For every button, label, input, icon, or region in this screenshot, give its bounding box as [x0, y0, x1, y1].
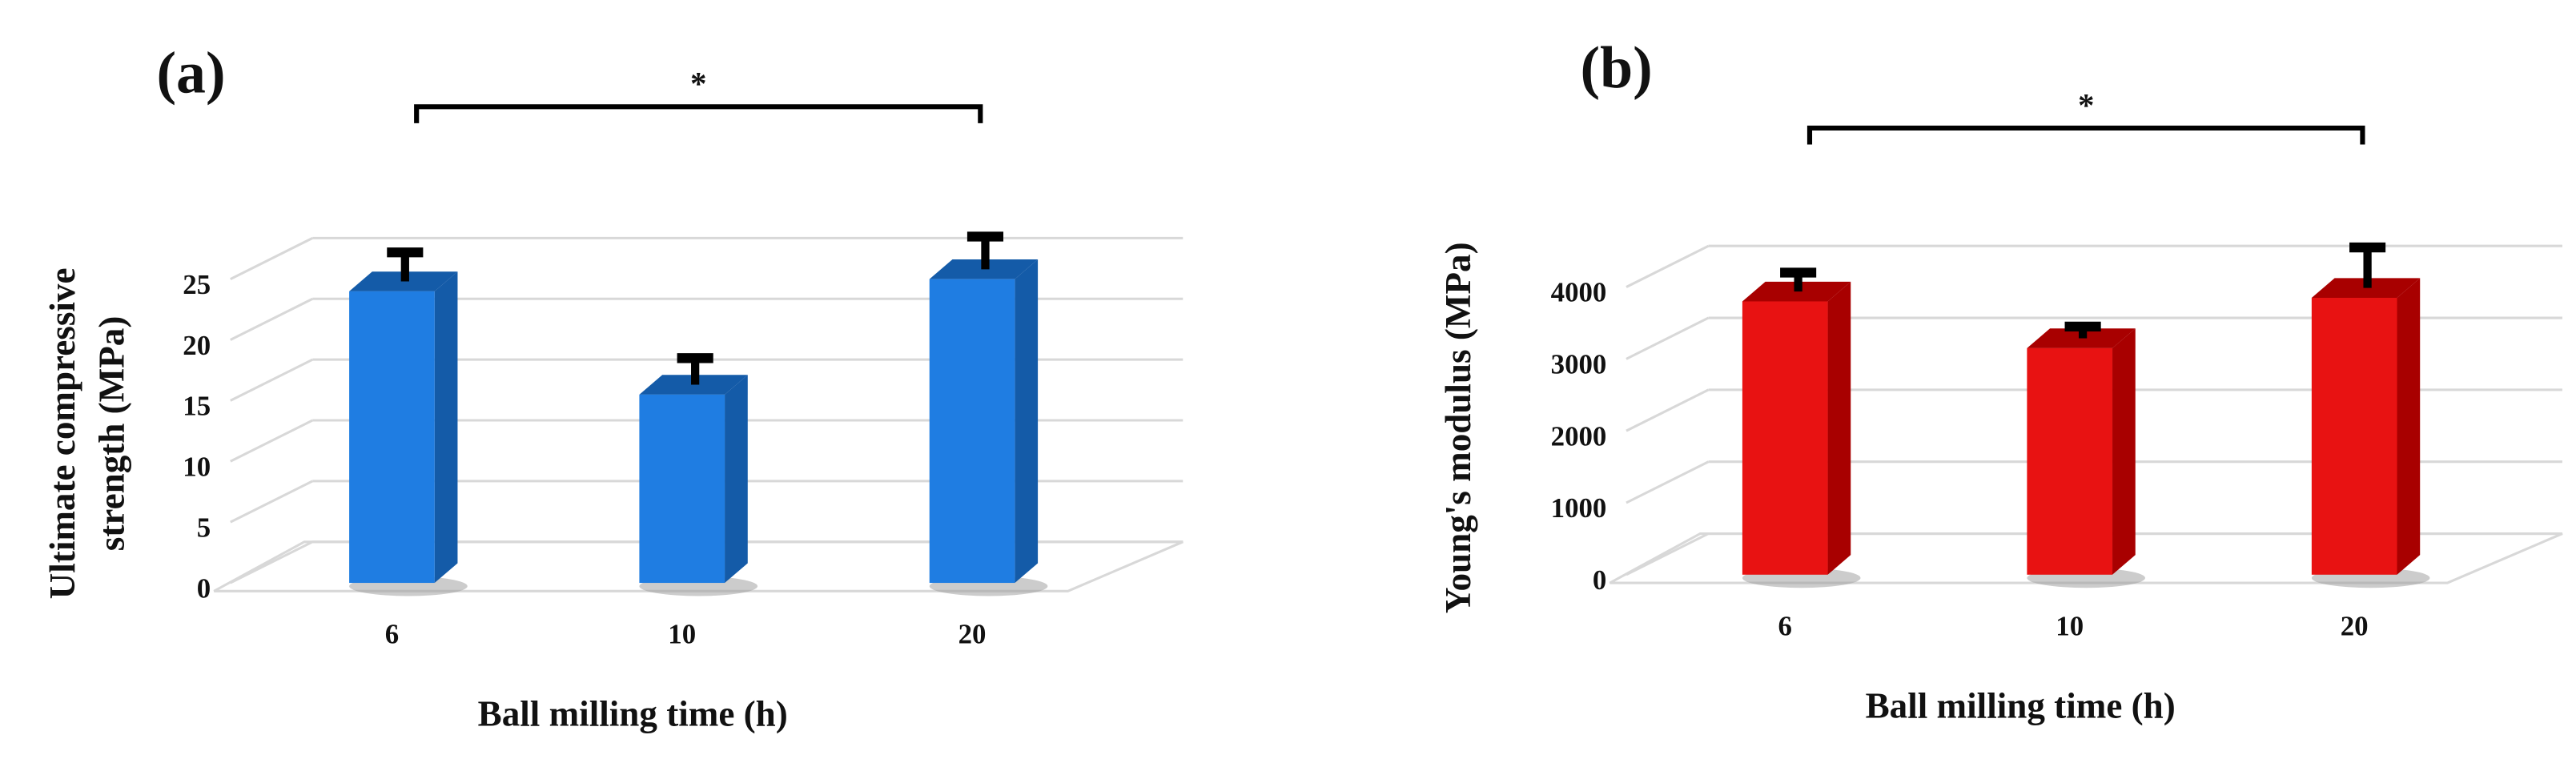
grid-line: [230, 419, 313, 463]
grid-line: [230, 236, 313, 281]
y-tick-label: 25: [183, 269, 211, 300]
grid-line: [230, 540, 313, 584]
panel-label: (a): [156, 39, 225, 105]
bar: [929, 279, 1015, 584]
panel-label: (b): [1581, 34, 1653, 100]
grid-line: [230, 480, 313, 524]
significance-bracket: [414, 104, 983, 123]
y-axis-label: Ultimate compressive: [42, 268, 82, 600]
x-tick-label: 20: [2341, 610, 2369, 641]
y-tick-label: 0: [1593, 564, 1606, 596]
significance-label: *: [690, 65, 707, 102]
y-axis-label: Young's modulus (MPa): [1438, 242, 1478, 613]
x-axis-label: Ball milling time (h): [478, 694, 788, 734]
grid-line: [1626, 460, 1710, 504]
y-tick-label: 4000: [1551, 277, 1607, 308]
bar-side: [434, 271, 458, 584]
x-tick-label: 6: [1778, 610, 1792, 641]
bar: [1742, 301, 1828, 575]
bar-side: [1827, 281, 1851, 575]
grid-line: [230, 358, 313, 402]
x-tick-label: 10: [2056, 610, 2084, 641]
grid-line: [230, 297, 313, 341]
bar-side: [2112, 328, 2136, 575]
significance-label: *: [2078, 86, 2095, 123]
x-tick-label: 6: [385, 619, 399, 650]
grid-line: [1626, 244, 1710, 288]
bar: [2027, 347, 2113, 575]
y-tick-label: 0: [197, 572, 211, 604]
grid-line: [1626, 532, 1710, 576]
bar: [2311, 297, 2397, 575]
y-tick-label: 5: [197, 512, 211, 543]
y-tick-label: 3000: [1551, 349, 1607, 380]
y-axis-label: strength (MPa): [92, 316, 132, 552]
bar-side: [1015, 259, 1039, 584]
x-axis-label: Ball milling time (h): [1866, 685, 2176, 725]
grid-line: [1626, 316, 1710, 360]
y-tick-label: 1000: [1551, 492, 1607, 524]
y-tick-label: 20: [183, 330, 211, 361]
significance-bracket: [1806, 125, 2365, 145]
bar-side: [2397, 278, 2421, 575]
grid-line: [1626, 388, 1710, 432]
y-tick-label: 15: [183, 391, 211, 422]
x-tick-label: 20: [958, 619, 987, 650]
y-tick-label: 10: [183, 452, 211, 483]
x-tick-label: 10: [668, 619, 696, 650]
bar: [349, 291, 435, 584]
bar: [639, 394, 725, 584]
bar-side: [725, 375, 748, 584]
y-tick-label: 2000: [1551, 420, 1607, 452]
